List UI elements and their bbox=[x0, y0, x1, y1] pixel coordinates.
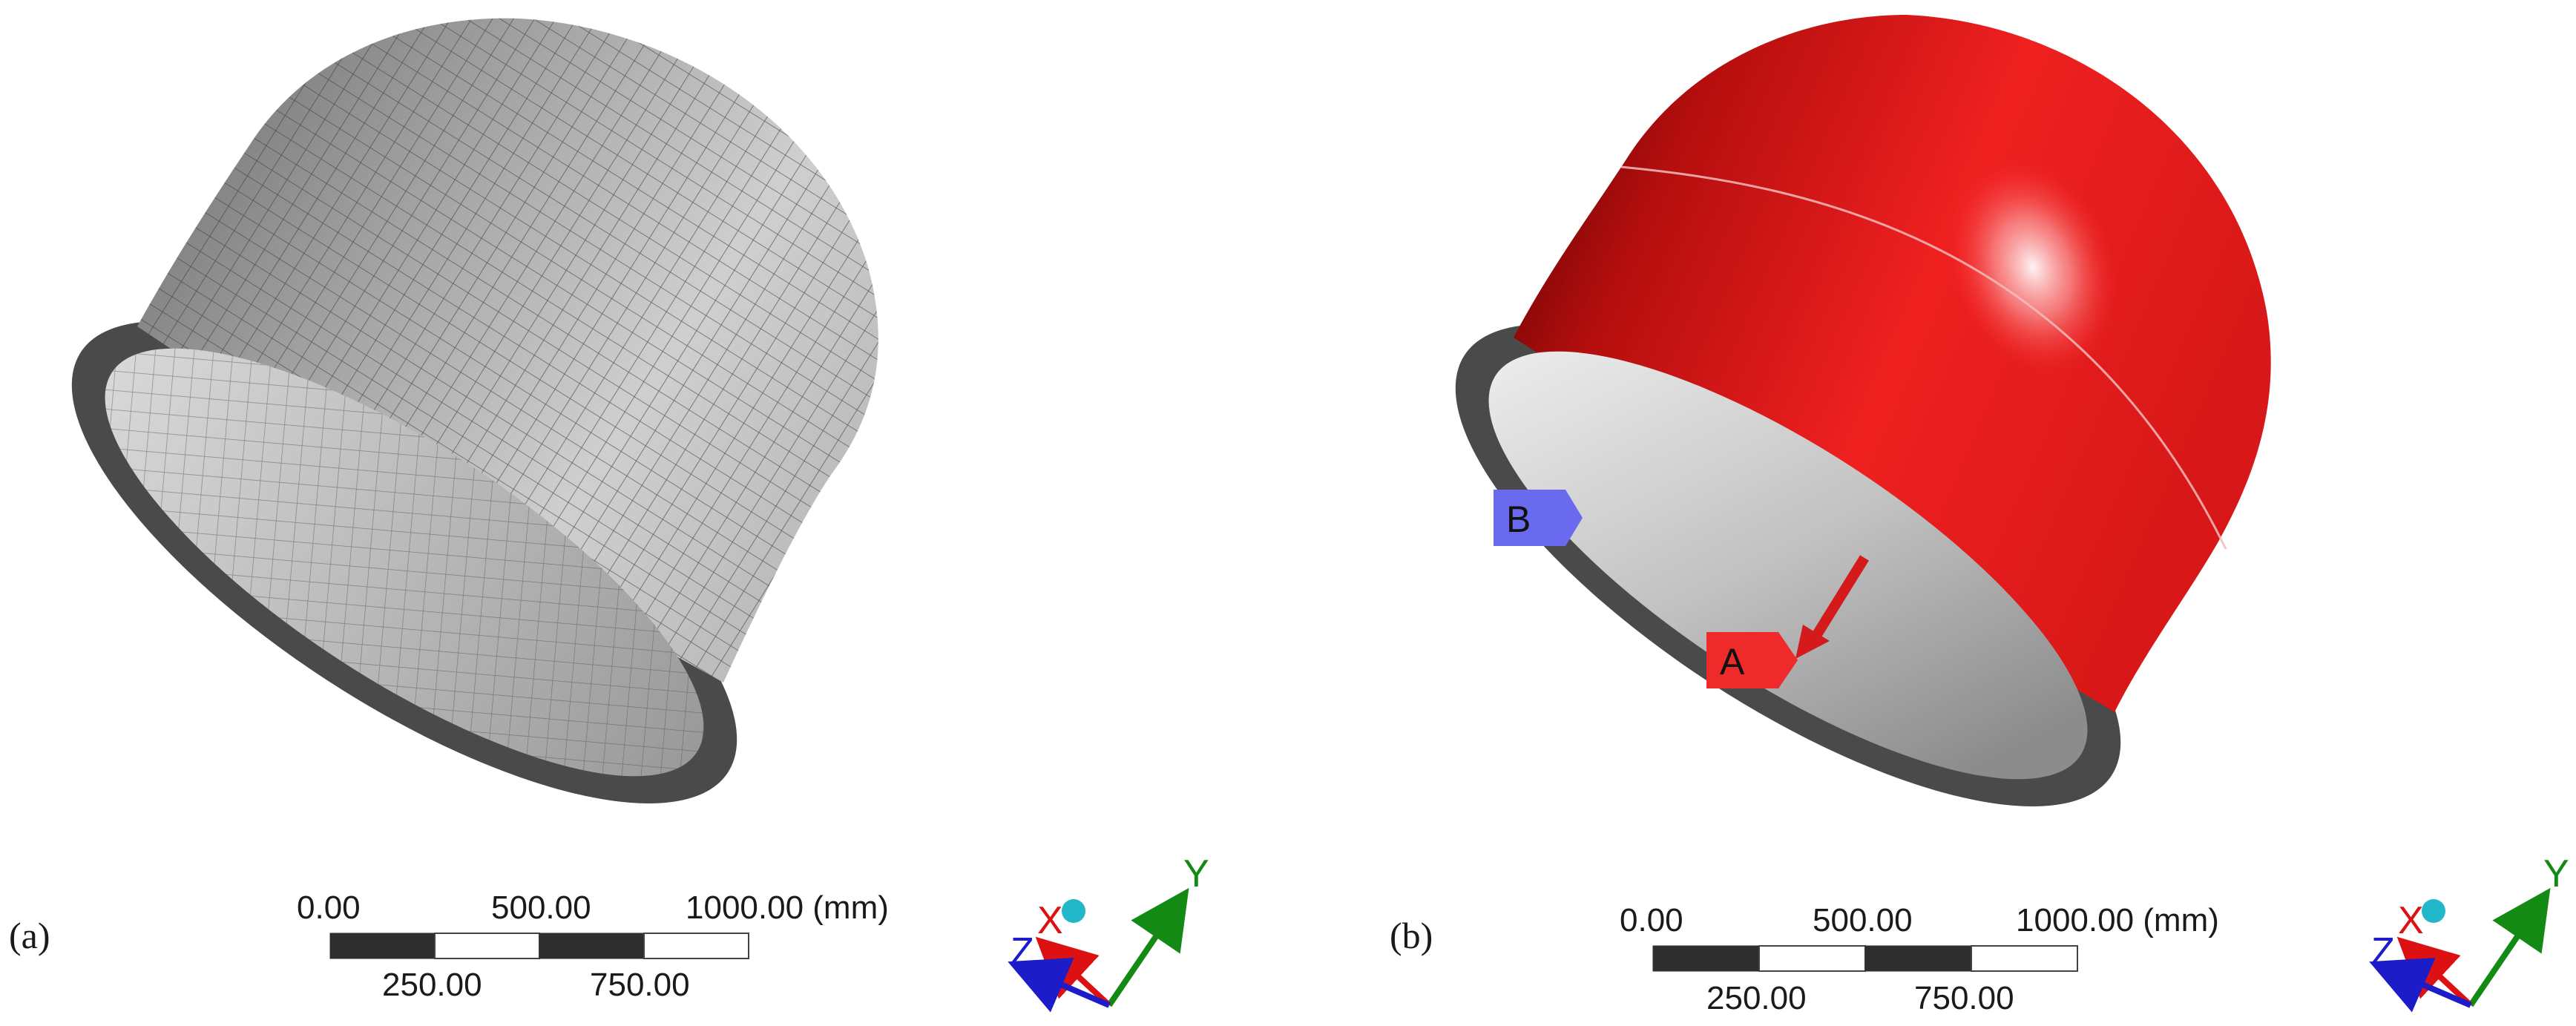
axis-y-label: Y bbox=[1183, 852, 1209, 895]
scale-label-750: 750.00 bbox=[590, 967, 690, 1003]
panel-b: B A (b) 0.00 500.00 1000.00 (mm) 250.00 … bbox=[1387, 15, 2569, 1016]
caption-a: (a) bbox=[9, 915, 50, 956]
marker-b: B bbox=[1494, 490, 1583, 546]
panel-a: (a) 0.00 500.00 1000.00 (mm) 250.00 750.… bbox=[4, 19, 1209, 1005]
axis-triad-a: Y X Z bbox=[1011, 852, 1209, 1005]
scale-bar-a: 0.00 500.00 1000.00 (mm) 250.00 750.00 bbox=[297, 889, 889, 1003]
triad-origin-ball bbox=[2422, 899, 2445, 923]
axis-z-label: Z bbox=[1011, 930, 1034, 973]
axis-x-label: X bbox=[2398, 899, 2424, 942]
scale-label-750-b: 750.00 bbox=[1914, 980, 2014, 1016]
scale-label-250-b: 250.00 bbox=[1706, 980, 1807, 1016]
scale-label-0: 0.00 bbox=[297, 889, 361, 926]
scale-label-0-b: 0.00 bbox=[1620, 902, 1683, 938]
axis-z-label: Z bbox=[2371, 930, 2395, 973]
triad-origin-ball bbox=[1062, 899, 1085, 923]
scale-bar-b: 0.00 500.00 1000.00 (mm) 250.00 750.00 bbox=[1620, 902, 2219, 1016]
scale-label-250: 250.00 bbox=[382, 967, 482, 1003]
axis-x-label: X bbox=[1037, 899, 1063, 942]
marker-b-label: B bbox=[1506, 499, 1531, 540]
scale-label-500: 500.00 bbox=[491, 889, 591, 926]
caption-b: (b) bbox=[1390, 915, 1433, 956]
scale-label-500-b: 500.00 bbox=[1813, 902, 1913, 938]
scale-label-1000-b: 1000.00 (mm) bbox=[2016, 902, 2219, 938]
axis-triad-b: Y X Z bbox=[2371, 852, 2569, 1005]
axis-y-label: Y bbox=[2543, 852, 2569, 895]
mesh-dome bbox=[4, 19, 878, 891]
solid-dome bbox=[1387, 15, 2270, 894]
scale-label-1000: 1000.00 (mm) bbox=[686, 889, 889, 926]
marker-a-label: A bbox=[1720, 641, 1745, 683]
